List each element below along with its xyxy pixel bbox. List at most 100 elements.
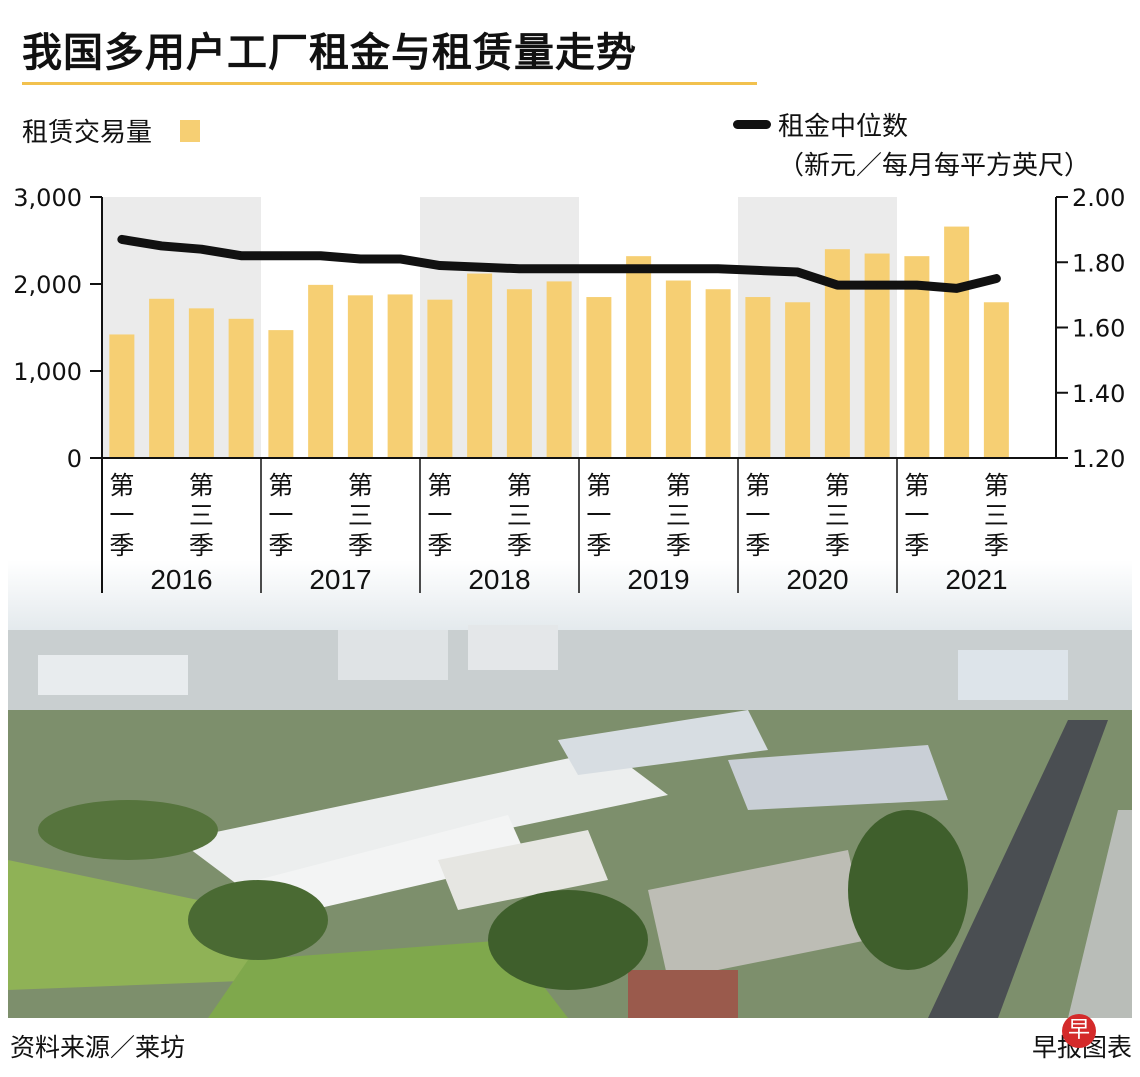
year-label: 2018	[468, 564, 530, 595]
quarter-label: 季	[666, 531, 691, 560]
rent-point	[597, 267, 600, 270]
quarter-label: 一	[109, 501, 134, 530]
quarter-label: 第	[666, 471, 691, 500]
quarter-label: 一	[586, 501, 611, 530]
quarter-label: 三	[507, 501, 532, 530]
bar	[228, 318, 254, 458]
quarter-label: 三	[825, 501, 850, 530]
legend-line-unit: （新元／每月每平方英尺）	[778, 151, 1091, 181]
rent-point	[995, 277, 998, 280]
rent-point	[637, 267, 640, 270]
legend-bar-swatch	[180, 120, 200, 142]
rent-point	[915, 284, 918, 287]
bar	[467, 273, 493, 458]
year-label: 2019	[627, 564, 689, 595]
bar	[506, 289, 532, 458]
quarter-label: 季	[189, 531, 214, 560]
quarter-label: 三	[666, 501, 691, 530]
bar	[785, 302, 811, 458]
year-label: 2016	[150, 564, 212, 595]
legend-line-swatch	[733, 120, 771, 129]
quarter-label: 三	[984, 501, 1009, 530]
quarter-label: 第	[427, 471, 452, 500]
quarter-label: 季	[507, 531, 532, 560]
chart: 0 1,000 2,000 3,000 1.20 1.40 1.60 1.80 2.00 第一季 第…	[13, 184, 1125, 595]
quarter-label: 季	[427, 531, 452, 560]
left-tick-label: 0	[67, 445, 82, 473]
bar	[427, 299, 453, 458]
industrial-estate-photo	[8, 560, 1132, 1018]
quarter-label: 一	[745, 501, 770, 530]
quarter-label: 一	[268, 501, 293, 530]
left-tick-label: 2,000	[13, 271, 82, 299]
rent-point	[717, 267, 720, 270]
bar	[268, 330, 294, 458]
rent-point	[160, 244, 163, 247]
bar	[586, 297, 612, 458]
quarter-label: 季	[745, 531, 770, 560]
rent-point	[240, 254, 243, 257]
rent-point	[756, 269, 759, 272]
rent-point	[399, 257, 402, 260]
rent-point	[319, 254, 322, 257]
quarter-label: 第	[507, 471, 532, 500]
year-label: 2017	[309, 564, 371, 595]
rent-point	[279, 254, 282, 257]
quarter-label: 一	[427, 501, 452, 530]
quarter-label: 第	[745, 471, 770, 500]
quarter-label: 三	[189, 501, 214, 530]
bar	[983, 302, 1009, 458]
quarter-label: 第	[348, 471, 373, 500]
quarter-label: 季	[268, 531, 293, 560]
rent-point	[478, 266, 481, 269]
quarter-label: 一	[904, 501, 929, 530]
bar	[705, 289, 731, 458]
bar	[387, 294, 413, 458]
quarter-label: 季	[109, 531, 134, 560]
quarter-label: 季	[825, 531, 850, 560]
quarter-label: 第	[904, 471, 929, 500]
chart-title: 我国多用户工厂租金与租赁量走势	[22, 30, 637, 76]
rent-point	[677, 267, 680, 270]
quarter-label: 第	[984, 471, 1009, 500]
rent-point	[876, 284, 879, 287]
quarter-label: 季	[348, 531, 373, 560]
rent-point	[438, 264, 441, 267]
left-tick-label: 1,000	[13, 358, 82, 386]
rent-point	[796, 271, 799, 274]
zaobao-logo: 早	[1062, 1014, 1096, 1048]
rent-point	[955, 287, 958, 290]
quarter-label: 三	[348, 501, 373, 530]
rent-point	[200, 248, 203, 251]
quarter-label: 季	[904, 531, 929, 560]
year-label: 2021	[945, 564, 1007, 595]
rent-point	[359, 257, 362, 260]
rent-point	[836, 284, 839, 287]
quarter-label: 第	[825, 471, 850, 500]
rent-point	[120, 238, 123, 241]
quarter-label: 第	[586, 471, 611, 500]
left-tick-label: 3,000	[13, 184, 82, 212]
bar	[149, 298, 175, 458]
quarter-label: 第	[109, 471, 134, 500]
quarter-label: 第	[268, 471, 293, 500]
source-note: 资料来源／莱坊	[10, 1033, 186, 1062]
bar	[188, 308, 214, 458]
right-tick-label: 2.00	[1072, 184, 1125, 212]
right-tick-label: 1.40	[1072, 380, 1125, 408]
right-tick-label: 1.20	[1072, 445, 1125, 473]
bar	[665, 280, 691, 458]
legend-line-label: 租金中位数	[778, 112, 909, 142]
bar	[546, 281, 572, 458]
right-tick-label: 1.80	[1072, 249, 1125, 277]
quarter-label: 季	[586, 531, 611, 560]
bar	[109, 334, 135, 458]
quarter-label: 第	[189, 471, 214, 500]
bar	[308, 284, 334, 458]
title-underline	[22, 82, 757, 85]
bar	[944, 226, 970, 458]
rent-point	[558, 267, 561, 270]
rent-point	[518, 267, 521, 270]
bar	[626, 256, 652, 458]
bar	[745, 297, 771, 458]
